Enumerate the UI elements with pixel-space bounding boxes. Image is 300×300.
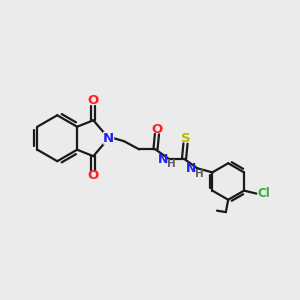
Text: N: N <box>103 132 114 145</box>
Text: H: H <box>167 159 176 169</box>
Text: S: S <box>181 132 190 145</box>
Text: O: O <box>88 94 99 107</box>
Text: N: N <box>158 153 168 166</box>
Text: N: N <box>186 162 196 175</box>
Text: H: H <box>195 169 204 178</box>
Text: O: O <box>88 169 99 182</box>
Text: Cl: Cl <box>258 187 271 200</box>
Text: O: O <box>151 123 163 136</box>
